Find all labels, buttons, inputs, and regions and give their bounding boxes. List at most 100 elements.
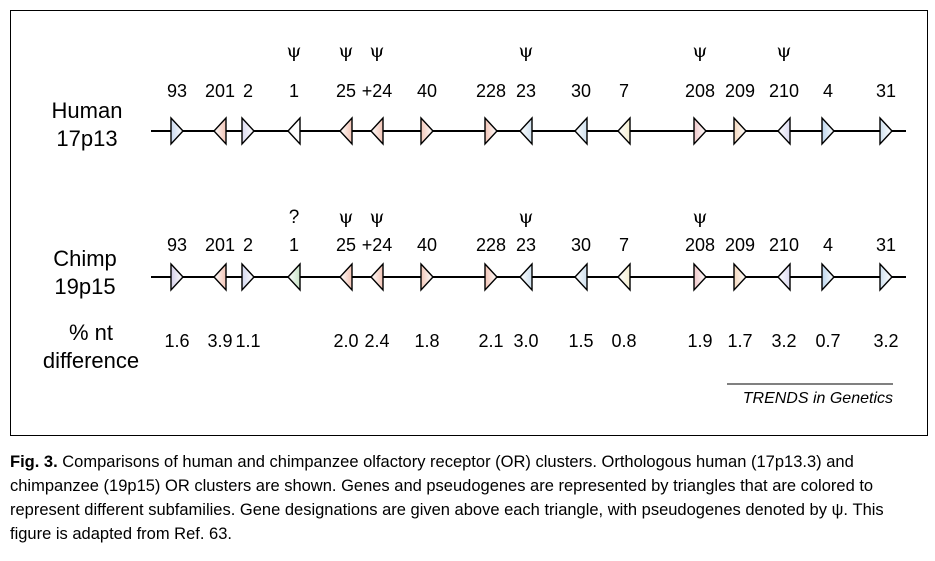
human-label-species: Human bbox=[51, 98, 123, 123]
gene-name-0-6: 40 bbox=[417, 81, 437, 101]
difference-value-6: 1.8 bbox=[414, 331, 439, 351]
human-row-label: Human 17p13 bbox=[39, 97, 135, 153]
difference-value-0: 1.6 bbox=[164, 331, 189, 351]
gene-triangle-0-3 bbox=[287, 116, 301, 146]
difference-value-1: 3.9 bbox=[207, 331, 232, 351]
gene-triangle-1-0 bbox=[170, 262, 184, 292]
gene-triangle-0-14 bbox=[821, 116, 835, 146]
gene-name-1-5: +24 bbox=[362, 235, 393, 255]
gene-name-0-14: 4 bbox=[823, 81, 833, 101]
gene-name-0-3: 1 bbox=[289, 81, 299, 101]
gene-name-0-15: 31 bbox=[876, 81, 896, 101]
gene-triangle-1-13 bbox=[777, 262, 791, 292]
gene-triangle-0-7 bbox=[484, 116, 498, 146]
gene-name-0-4: 25 bbox=[336, 81, 356, 101]
difference-value-7: 2.1 bbox=[478, 331, 503, 351]
difference-value-14: 0.7 bbox=[815, 331, 840, 351]
gene-triangle-1-2 bbox=[241, 262, 255, 292]
difference-value-9: 1.5 bbox=[568, 331, 593, 351]
gene-name-1-3: 1 bbox=[289, 235, 299, 255]
figure-caption: Fig. 3. Comparisons of human and chimpan… bbox=[10, 450, 928, 546]
pseudogene-psi-0-3: ψ bbox=[287, 40, 302, 62]
gene-triangle-0-11 bbox=[693, 116, 707, 146]
gene-name-1-6: 40 bbox=[417, 235, 437, 255]
gene-name-1-11: 208 bbox=[685, 235, 715, 255]
difference-value-11: 1.9 bbox=[687, 331, 712, 351]
gene-triangle-1-9 bbox=[574, 262, 588, 292]
gene-triangle-0-4 bbox=[339, 116, 353, 146]
gene-triangle-0-13 bbox=[777, 116, 791, 146]
gene-name-0-0: 93 bbox=[167, 81, 187, 101]
chimp-row-label: Chimp 19p15 bbox=[37, 245, 133, 301]
gene-triangle-0-10 bbox=[617, 116, 631, 146]
pseudogene-psi-0-8: ψ bbox=[519, 40, 534, 62]
gene-name-0-5: +24 bbox=[362, 81, 393, 101]
gene-triangle-1-15 bbox=[879, 262, 893, 292]
gene-name-1-14: 4 bbox=[823, 235, 833, 255]
gene-name-0-11: 208 bbox=[685, 81, 715, 101]
gene-triangle-1-7 bbox=[484, 262, 498, 292]
difference-value-12: 1.7 bbox=[727, 331, 752, 351]
difference-row-label: % nt difference bbox=[29, 319, 153, 375]
gene-name-0-2: 2 bbox=[243, 81, 253, 101]
gene-triangle-0-8 bbox=[519, 116, 533, 146]
pseudogene-psi-1-4: ψ bbox=[339, 206, 354, 228]
pseudogene-psi-1-8: ψ bbox=[519, 206, 534, 228]
gene-triangle-0-6 bbox=[420, 116, 434, 146]
gene-name-0-7: 228 bbox=[476, 81, 506, 101]
gene-name-0-8: 23 bbox=[516, 81, 536, 101]
gene-triangle-1-12 bbox=[733, 262, 747, 292]
gene-name-1-2: 2 bbox=[243, 235, 253, 255]
gene-triangle-0-9 bbox=[574, 116, 588, 146]
gene-name-1-1: 201 bbox=[205, 235, 235, 255]
difference-label-line2: difference bbox=[42, 348, 140, 373]
pseudogene-psi-0-13: ψ bbox=[777, 40, 792, 62]
difference-value-10: 0.8 bbox=[611, 331, 636, 351]
chimp-label-locus: 19p15 bbox=[54, 274, 116, 299]
pseudogene-psi-0-4: ψ bbox=[339, 40, 354, 62]
gene-triangle-1-6 bbox=[420, 262, 434, 292]
gene-name-1-8: 23 bbox=[516, 235, 536, 255]
pseudogene-psi-1-5: ψ bbox=[370, 206, 385, 228]
gene-name-0-12: 209 bbox=[725, 81, 755, 101]
gene-name-1-4: 25 bbox=[336, 235, 356, 255]
or-cluster-diagram: 93 201 2 1 ψ 25 ψ +24 ψ 40 228 23 ψ 30 7 208 ψ 209 210 ψ 4 31… bbox=[151, 40, 906, 407]
gene-name-1-9: 30 bbox=[571, 235, 591, 255]
gene-name-1-7: 228 bbox=[476, 235, 506, 255]
gene-triangle-1-10 bbox=[617, 262, 631, 292]
gene-name-0-13: 210 bbox=[769, 81, 799, 101]
gene-triangle-1-5 bbox=[370, 262, 384, 292]
pseudogene-psi-0-11: ψ bbox=[693, 40, 708, 62]
gene-triangle-0-5 bbox=[370, 116, 384, 146]
difference-label-line1: % nt bbox=[68, 320, 114, 345]
chimp-label-species: Chimp bbox=[53, 246, 117, 271]
gene-name-1-15: 31 bbox=[876, 235, 896, 255]
caption-text: Comparisons of human and chimpanzee olfa… bbox=[10, 453, 884, 543]
difference-value-5: 2.4 bbox=[364, 331, 389, 351]
credit-text: TRENDS in Genetics bbox=[743, 390, 893, 407]
gene-name-1-13: 210 bbox=[769, 235, 799, 255]
gene-triangle-0-15 bbox=[879, 116, 893, 146]
gene-triangle-0-12 bbox=[733, 116, 747, 146]
gene-triangle-1-3 bbox=[287, 262, 301, 292]
gene-triangle-1-14 bbox=[821, 262, 835, 292]
difference-value-15: 3.2 bbox=[873, 331, 898, 351]
pseudogene-psi-1-11: ψ bbox=[693, 206, 708, 228]
gene-name-1-12: 209 bbox=[725, 235, 755, 255]
difference-value-8: 3.0 bbox=[513, 331, 538, 351]
caption-label: Fig. 3. bbox=[10, 453, 58, 471]
gene-name-0-10: 7 bbox=[619, 81, 629, 101]
gene-triangle-0-2 bbox=[241, 116, 255, 146]
difference-value-2: 1.1 bbox=[235, 331, 260, 351]
gene-triangle-1-8 bbox=[519, 262, 533, 292]
gene-name-1-10: 7 bbox=[619, 235, 629, 255]
human-label-locus: 17p13 bbox=[56, 126, 118, 151]
gene-triangle-1-1 bbox=[213, 262, 227, 292]
gene-name-0-1: 201 bbox=[205, 81, 235, 101]
difference-value-13: 3.2 bbox=[771, 331, 796, 351]
pseudogene-psi-0-5: ψ bbox=[370, 40, 385, 62]
gene-name-0-9: 30 bbox=[571, 81, 591, 101]
gene-name-1-0: 93 bbox=[167, 235, 187, 255]
gene-triangle-1-4 bbox=[339, 262, 353, 292]
gene-triangle-0-1 bbox=[213, 116, 227, 146]
